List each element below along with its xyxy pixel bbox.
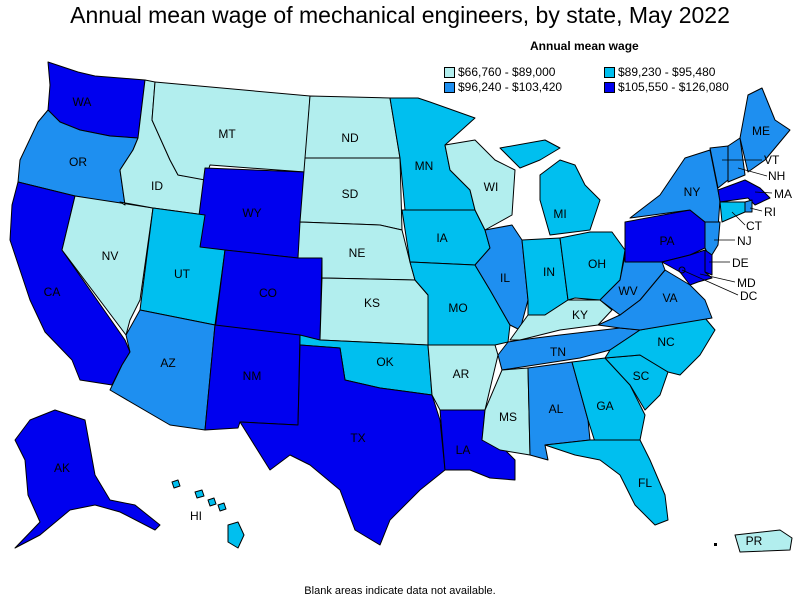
legend-swatch-3 <box>444 82 455 94</box>
leader-RI <box>749 207 763 212</box>
label-DE: DE <box>732 256 749 270</box>
label-CA: CA <box>44 285 61 299</box>
label-SD: SD <box>342 187 359 201</box>
label-NV: NV <box>102 249 119 263</box>
label-AK: AK <box>54 461 70 475</box>
label-ID: ID <box>151 179 163 193</box>
label-MS: MS <box>499 410 517 424</box>
label-RI: RI <box>764 205 776 219</box>
legend-item-1: $66,760 - $89,000 <box>444 65 555 79</box>
label-IL: IL <box>500 271 510 285</box>
legend-title: Annual mean wage <box>530 39 639 53</box>
state-MD[interactable] <box>661 249 713 286</box>
label-PA: PA <box>659 234 674 248</box>
state-FL[interactable] <box>544 439 669 526</box>
label-WV: WV <box>618 284 637 298</box>
label-OK: OK <box>376 355 393 369</box>
label-WY: WY <box>242 206 261 220</box>
state-AK[interactable] <box>14 409 161 549</box>
state-DE[interactable] <box>704 249 713 276</box>
label-WI: WI <box>484 180 499 194</box>
label-CT: CT <box>746 219 763 233</box>
state-HI[interactable] <box>171 479 245 549</box>
label-ND: ND <box>341 131 359 145</box>
state-CA[interactable] <box>9 181 131 386</box>
label-FL: FL <box>638 476 652 490</box>
legend-item-4: $105,550 - $126,080 <box>604 80 729 94</box>
label-PR: PR <box>746 534 763 548</box>
label-UT: UT <box>174 267 191 281</box>
label-CO: CO <box>259 286 277 300</box>
label-MA: MA <box>774 187 792 201</box>
label-SC: SC <box>633 369 650 383</box>
label-MT: MT <box>218 127 236 141</box>
label-KY: KY <box>572 308 588 322</box>
legend-swatch-1 <box>444 67 455 79</box>
legend-label-3: $96,240 - $103,420 <box>458 80 563 94</box>
label-OH: OH <box>588 257 606 271</box>
label-NY: NY <box>684 185 701 199</box>
label-NE: NE <box>349 246 366 260</box>
label-MD: MD <box>737 276 756 290</box>
state-RI[interactable] <box>744 199 753 213</box>
label-HI: HI <box>190 509 202 523</box>
state-IL[interactable] <box>474 224 529 331</box>
state-KS[interactable] <box>319 277 429 346</box>
state-TX[interactable] <box>239 344 446 546</box>
label-ME: ME <box>752 124 770 138</box>
label-IN: IN <box>543 265 555 279</box>
state-MI[interactable] <box>499 139 601 236</box>
state-NJ[interactable] <box>704 221 721 259</box>
state-PR[interactable] <box>734 529 793 553</box>
map-title: Annual mean wage of mechanical engineers… <box>70 2 730 28</box>
label-TX: TX <box>350 431 365 445</box>
label-WA: WA <box>73 95 92 109</box>
island-dot <box>714 543 717 546</box>
legend-swatch-2 <box>604 67 615 79</box>
label-MO: MO <box>448 301 467 315</box>
label-AL: AL <box>549 402 564 416</box>
label-NC: NC <box>657 335 675 349</box>
leader-CT <box>731 211 746 226</box>
leader-DC <box>681 269 739 296</box>
state-MA[interactable] <box>717 179 771 206</box>
state-WI[interactable] <box>444 139 516 231</box>
label-NH: NH <box>768 169 785 183</box>
label-IA: IA <box>436 231 447 245</box>
legend-label-2: $89,230 - $95,480 <box>618 65 716 79</box>
label-GA: GA <box>596 399 613 413</box>
label-AZ: AZ <box>160 356 175 370</box>
label-NJ: NJ <box>737 234 752 248</box>
label-OR: OR <box>69 155 87 169</box>
leader-NH <box>737 167 768 177</box>
leader-MD <box>699 273 736 283</box>
legend-label-4: $105,550 - $126,080 <box>618 80 729 94</box>
legend-item-3: $96,240 - $103,420 <box>444 80 562 94</box>
label-VT: VT <box>764 153 780 167</box>
label-DC: DC <box>740 289 758 303</box>
state-ME[interactable] <box>739 87 791 173</box>
label-LA: LA <box>456 443 471 457</box>
label-KS: KS <box>364 296 380 310</box>
label-VA: VA <box>662 291 677 305</box>
legend-swatch-4 <box>604 82 615 94</box>
legend-item-2: $89,230 - $95,480 <box>604 65 715 79</box>
footnote: Blank areas indicate data not available. <box>304 585 496 597</box>
state-ND[interactable] <box>304 95 401 159</box>
label-NM: NM <box>243 369 262 383</box>
legend-label-1: $66,760 - $89,000 <box>458 65 556 79</box>
label-MN: MN <box>415 159 434 173</box>
label-MI: MI <box>553 207 566 221</box>
label-TN: TN <box>550 345 566 359</box>
leader-MA <box>754 191 773 194</box>
label-AR: AR <box>453 367 470 381</box>
